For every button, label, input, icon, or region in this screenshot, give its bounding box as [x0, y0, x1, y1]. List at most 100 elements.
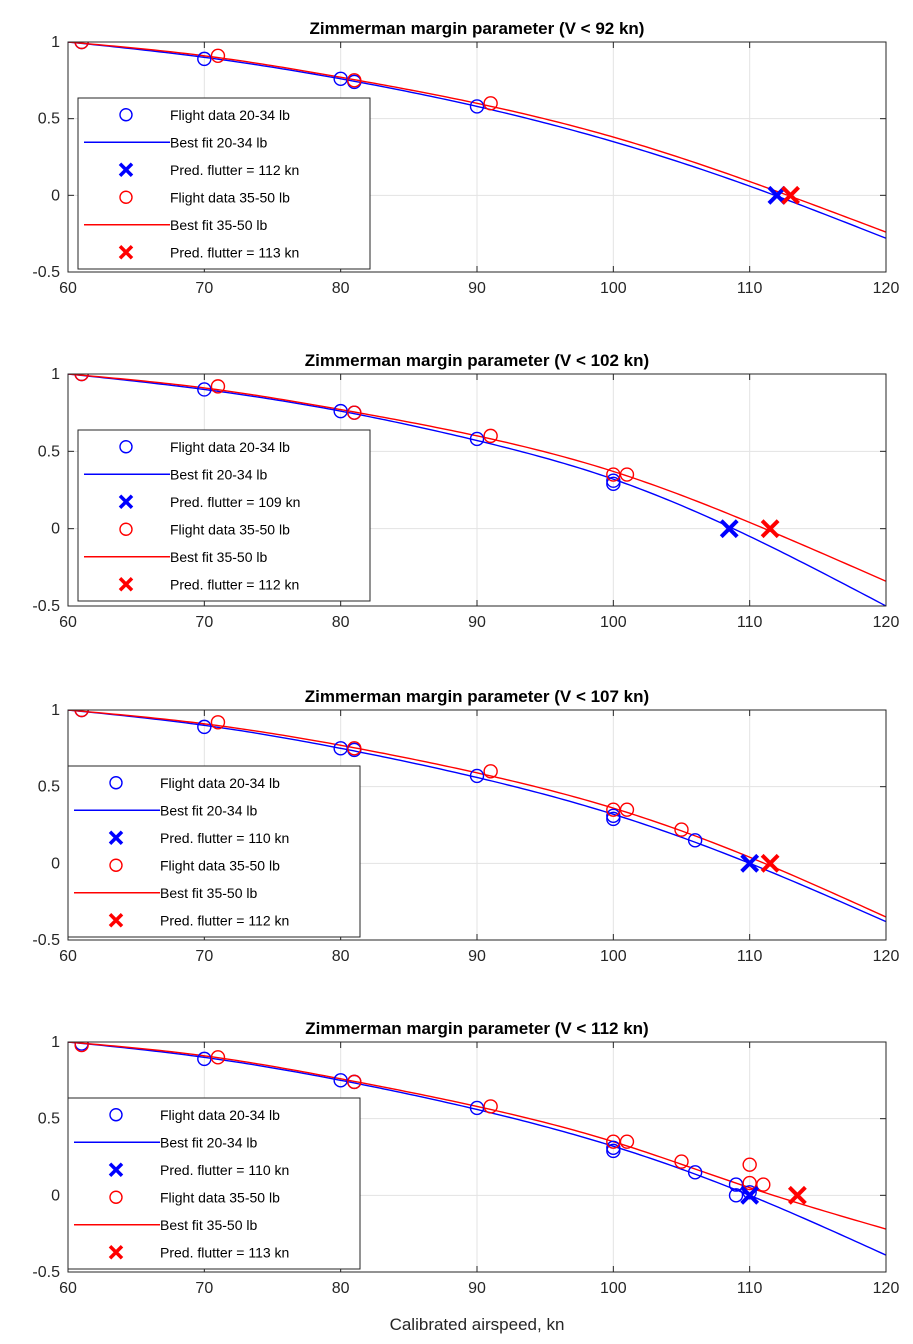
legend-circle-icon: [109, 1190, 123, 1204]
chart-title: Zimmerman margin parameter (V < 112 kn): [305, 1019, 648, 1038]
legend-entry-label: Best fit 35-50 lb: [170, 549, 267, 565]
x-tick-label: 110: [737, 614, 763, 631]
x-axis-label: Calibrated airspeed, kn: [390, 1315, 565, 1334]
y-tick-label: 0: [51, 187, 60, 204]
legend-x-icon: [108, 913, 124, 928]
flight-data-point: [728, 1177, 744, 1192]
legend-x-icon: [118, 494, 134, 509]
x-tick-label: 70: [195, 280, 213, 297]
flight-data-point: [347, 1074, 362, 1090]
flight-data-point: [483, 764, 498, 779]
legend-circle-icon: [109, 1108, 123, 1122]
y-tick-label: 1: [51, 702, 60, 719]
legend-entry-label: Pred. flutter = 113 kn: [160, 1244, 289, 1260]
legend-entry-label: Flight data 35-50 lb: [170, 521, 290, 537]
flight-data-point: [333, 403, 348, 419]
legend-circle-icon: [109, 776, 123, 790]
legend-entry-label: Best fit 20-34 lb: [160, 1134, 257, 1150]
y-tick-label: 0: [51, 855, 60, 872]
flight-data-point: [74, 1042, 89, 1053]
legend-x-icon: [108, 1162, 124, 1177]
y-tick-label: 0: [51, 521, 60, 538]
best-fit-line-1: [68, 374, 886, 606]
plot-data: [68, 710, 886, 923]
x-tick-label: 110: [737, 948, 763, 965]
x-tick-label: 60: [59, 1280, 77, 1297]
legend: Flight data 20-34 lb Best fit 20-34 lb Pre…: [77, 429, 371, 602]
legend-circle-icon: [119, 108, 133, 122]
y-tick-label: 0: [51, 1187, 60, 1204]
flight-data-point: [606, 1143, 621, 1159]
x-tick-label: 110: [737, 1280, 763, 1297]
flight-data-point: [674, 822, 689, 837]
legend-box: [67, 1097, 361, 1270]
flight-data-point: [469, 431, 485, 447]
x-tick-label: 70: [195, 1280, 213, 1297]
x-tick-label: 60: [59, 614, 77, 631]
x-tick-label: 100: [600, 614, 627, 631]
flight-data-point: [197, 382, 212, 397]
chart-panel-2: 60 70 80 90 100 110 120 -0.5 0 0.5 1 Zimmerman marg…: [32, 351, 899, 631]
legend-entry-label: Flight data 35-50 lb: [170, 189, 290, 205]
flight-data-point: [74, 374, 89, 382]
plot-data: [68, 42, 886, 239]
x-tick-label: 100: [600, 948, 627, 965]
x-tick-label: 120: [873, 614, 900, 631]
y-tick-label: -0.5: [32, 932, 60, 949]
plot-data: [68, 374, 886, 606]
legend-box: [67, 765, 361, 938]
legend-entry-label: Pred. flutter = 112 kn: [170, 576, 299, 592]
y-tick-label: -0.5: [32, 1264, 60, 1281]
flight-data-point: [619, 802, 635, 817]
x-tick-label: 90: [468, 280, 486, 297]
best-fit-line-4: [68, 1042, 886, 1230]
y-tick-label: 0.5: [38, 779, 60, 796]
predicted-flutter-marker: [740, 853, 760, 873]
legend-entry-label: Pred. flutter = 110 kn: [160, 830, 289, 846]
y-tick-label: 1: [51, 34, 60, 51]
x-tick-label: 80: [332, 614, 350, 631]
legend-box: [77, 97, 371, 270]
x-tick-label: 120: [873, 1280, 900, 1297]
x-tick-label: 60: [59, 280, 77, 297]
legend-x-icon: [118, 162, 134, 177]
legend-entry-label: Flight data 20-34 lb: [160, 1107, 280, 1123]
x-tick-label: 110: [737, 280, 763, 297]
chart-title: Zimmerman margin parameter (V < 107 kn): [305, 687, 649, 706]
flight-data-point: [197, 719, 212, 735]
chart-panel-1: 60 70 80 90 100 110 120 -0.5 0 0.5 1 Zimmerman marg…: [32, 19, 899, 297]
predicted-flutter-marker: [740, 1185, 760, 1205]
legend-entry-label: Flight data 35-50 lb: [160, 857, 280, 873]
flight-data-point: [210, 48, 226, 63]
y-tick-label: -0.5: [32, 598, 60, 615]
legend-entry-label: Best fit 20-34 lb: [170, 134, 267, 150]
y-tick-label: 0.5: [38, 443, 60, 460]
flight-data-point: [687, 833, 703, 848]
legend-entry-label: Best fit 35-50 lb: [170, 217, 267, 233]
x-tick-label: 60: [59, 948, 77, 965]
flight-data-point: [469, 768, 485, 784]
flight-data-point: [347, 741, 362, 756]
x-tick-label: 70: [195, 948, 213, 965]
flight-data-point: [619, 1134, 635, 1149]
legend-entry-label: Best fit 20-34 lb: [160, 802, 257, 818]
x-tick-label: 100: [600, 1280, 627, 1297]
best-fit-line-1: [68, 42, 886, 239]
y-tick-label: 1: [51, 366, 60, 383]
legend-entry-label: Pred. flutter = 109 kn: [170, 494, 300, 510]
flight-data-point: [483, 96, 498, 111]
flight-data-point: [619, 467, 635, 482]
flight-data-point: [469, 99, 485, 114]
x-tick-label: 90: [468, 614, 486, 631]
legend: Flight data 20-34 lb Best fit 20-34 lb Pre…: [67, 765, 361, 938]
legend-x-icon: [108, 1245, 124, 1260]
legend-x-icon: [118, 577, 134, 592]
flight-data-point: [469, 1100, 485, 1116]
best-fit-line-4: [68, 374, 886, 582]
legend-entry-label: Best fit 35-50 lb: [160, 1217, 257, 1233]
flight-data-point: [197, 1051, 212, 1067]
legend-circle-icon: [109, 858, 123, 872]
legend-entry-label: Best fit 35-50 lb: [160, 885, 257, 901]
legend: Flight data 20-34 lb Best fit 20-34 lb Pre…: [77, 97, 371, 270]
